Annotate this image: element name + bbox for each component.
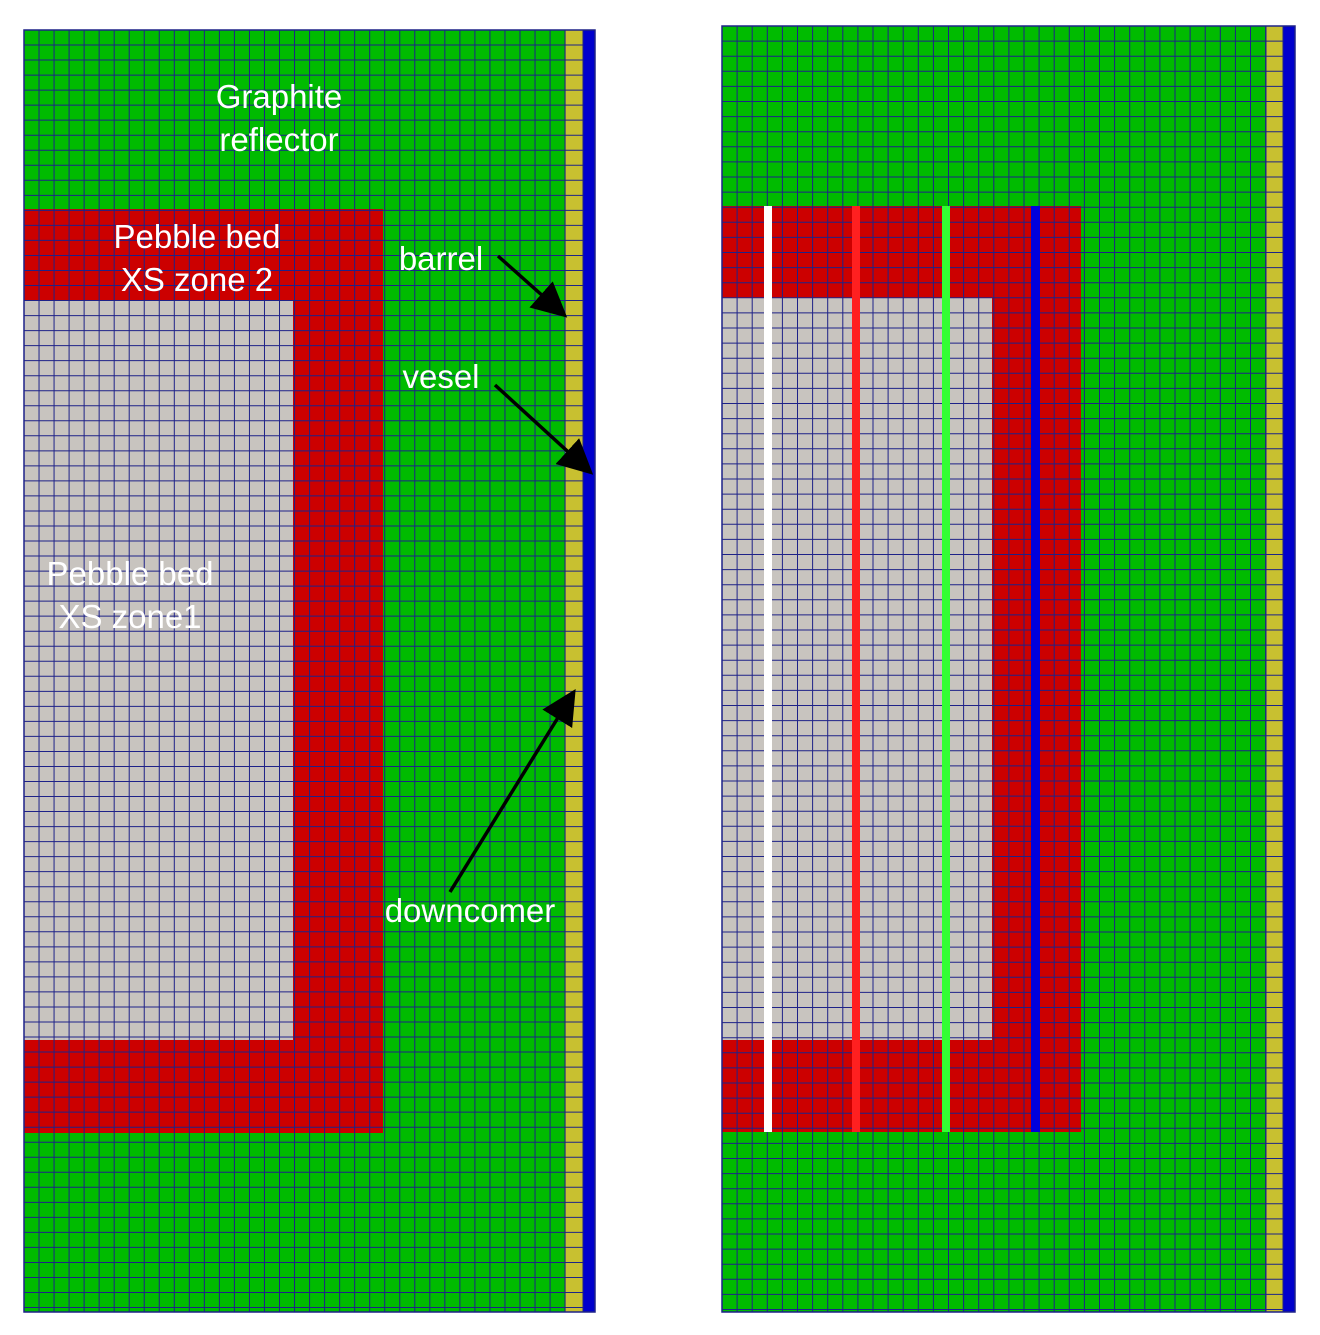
vessel-strip — [583, 30, 595, 1312]
pebble-bed-zone2-label-line2: XS zone 2 — [121, 261, 273, 298]
white-vertical-line — [764, 206, 772, 1132]
barrel-strip — [1266, 26, 1283, 1312]
right-mesh-panel — [721, 25, 1296, 1313]
left-mesh-grid — [23, 29, 584, 1312]
blue-vertical-line — [1031, 206, 1040, 1132]
pebble-bed-zone2-label-line1: Pebble bed — [114, 218, 281, 255]
right-panel-border — [721, 25, 1296, 1313]
pebble-bed-zone1-label-line2: XS zone1 — [58, 598, 201, 635]
vessel-label: vesel — [402, 358, 479, 395]
pebble-bed-zone1-label-line1: Pebble bed — [47, 555, 214, 592]
red-vertical-line — [852, 206, 860, 1132]
vessel-strip — [1283, 26, 1295, 1312]
left-mesh-panel — [23, 29, 596, 1313]
pebble-bed-zone1-region — [24, 300, 293, 1040]
downcomer-label: downcomer — [385, 892, 556, 929]
graphite-reflector-label-line2: reflector — [219, 121, 338, 158]
vessel-arrow — [493, 383, 594, 475]
barrel-strip — [565, 30, 583, 1312]
left-panel-border — [23, 29, 596, 1313]
graphite-reflector-label-line1: Graphite — [216, 78, 343, 115]
downcomer-arrow — [448, 689, 576, 893]
green-vertical-line — [942, 206, 950, 1132]
barrel-label: barrel — [399, 240, 483, 277]
barrel-arrow — [496, 254, 568, 318]
